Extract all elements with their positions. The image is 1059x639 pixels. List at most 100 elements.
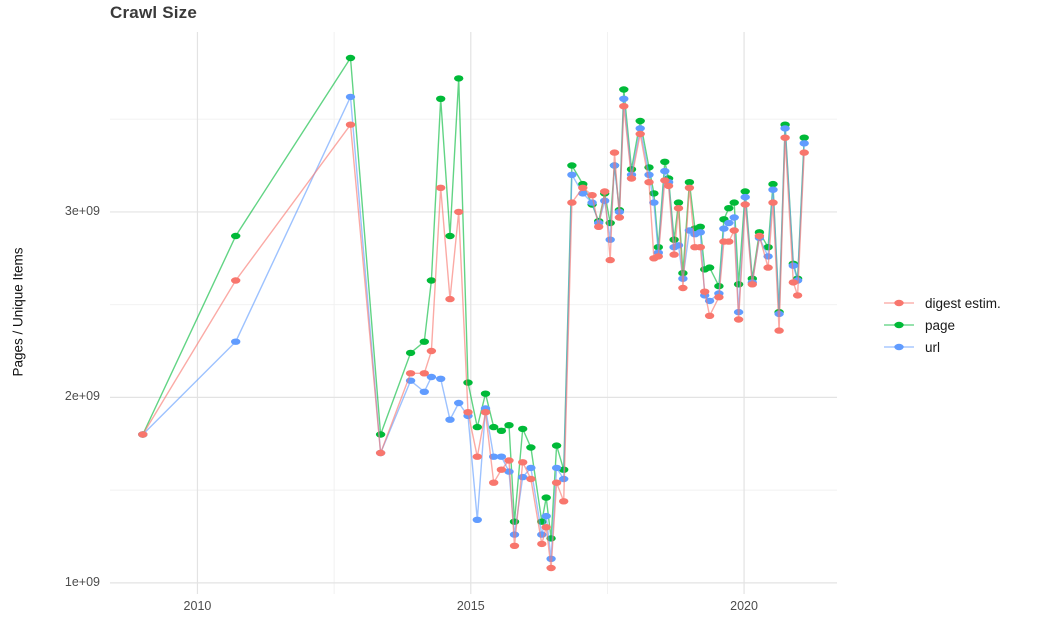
data-point xyxy=(518,425,528,433)
legend: digest estim. page url xyxy=(882,292,1001,358)
data-point xyxy=(754,232,765,240)
data-point xyxy=(480,409,491,416)
data-point xyxy=(619,103,629,110)
data-point xyxy=(644,179,654,186)
data-point xyxy=(700,288,710,295)
data-point xyxy=(644,171,654,178)
data-point xyxy=(635,125,645,132)
data-point xyxy=(504,422,514,429)
y-tick-label: 2e+09 xyxy=(64,389,100,404)
data-point xyxy=(684,184,695,191)
data-point xyxy=(445,295,455,303)
data-point xyxy=(463,379,473,386)
data-point xyxy=(673,199,684,206)
data-point xyxy=(747,281,757,288)
data-point xyxy=(472,516,482,523)
data-point xyxy=(541,524,551,531)
data-point xyxy=(426,347,437,355)
data-point xyxy=(526,475,536,483)
x-tick-label: 2015 xyxy=(456,599,485,613)
data-point xyxy=(496,466,507,473)
data-point xyxy=(635,130,645,138)
data-point xyxy=(714,294,724,301)
series-line-url xyxy=(142,94,805,559)
data-point xyxy=(724,219,734,227)
data-point xyxy=(231,338,241,345)
data-point xyxy=(600,188,610,195)
data-point xyxy=(669,251,679,258)
data-point xyxy=(774,327,784,334)
data-point xyxy=(663,182,674,190)
data-point xyxy=(509,531,520,538)
data-point xyxy=(619,86,629,93)
data-point xyxy=(454,208,464,216)
data-point xyxy=(138,431,148,438)
data-point xyxy=(489,423,499,431)
data-point xyxy=(780,134,790,141)
data-point xyxy=(541,494,551,501)
data-point xyxy=(426,373,437,381)
y-tick-label: 1e+09 xyxy=(64,574,100,589)
data-point xyxy=(660,177,670,184)
data-point xyxy=(496,427,507,434)
data-point xyxy=(619,95,629,103)
data-point xyxy=(472,423,482,431)
data-point xyxy=(695,229,705,236)
data-point xyxy=(729,199,739,206)
data-point xyxy=(719,225,729,232)
data-point xyxy=(551,464,562,472)
data-point xyxy=(231,232,241,240)
data-point xyxy=(567,199,577,206)
data-point xyxy=(799,149,809,156)
chart-title: Crawl Size xyxy=(110,3,198,22)
data-point xyxy=(768,180,778,188)
data-point xyxy=(463,409,473,416)
data-point xyxy=(729,227,739,234)
data-point xyxy=(541,512,551,520)
data-point xyxy=(518,459,528,466)
data-point xyxy=(551,442,562,449)
data-point xyxy=(405,370,416,377)
data-point xyxy=(780,125,790,132)
data-point xyxy=(504,457,514,464)
data-point xyxy=(704,312,715,319)
data-point xyxy=(678,284,688,292)
data-point xyxy=(445,232,455,240)
data-point xyxy=(695,223,705,230)
data-point xyxy=(480,390,491,397)
y-tick-label: 3e+09 xyxy=(64,203,100,218)
data-point xyxy=(626,175,637,182)
data-point xyxy=(526,444,536,451)
x-tick-label: 2020 xyxy=(730,599,758,613)
legend-item-digest-estim-: digest estim. xyxy=(882,292,1001,314)
data-point xyxy=(546,564,556,572)
legend-key-marker xyxy=(884,343,914,351)
data-point xyxy=(567,171,577,178)
data-point xyxy=(768,199,778,206)
data-point xyxy=(614,214,625,221)
data-point xyxy=(504,468,514,475)
data-point xyxy=(419,370,429,377)
legend-label: page xyxy=(925,317,956,333)
data-point xyxy=(740,188,750,195)
data-point xyxy=(551,479,562,486)
data-point xyxy=(587,199,597,206)
data-point xyxy=(609,149,620,156)
data-point xyxy=(660,167,670,175)
data-point xyxy=(649,190,659,197)
data-point xyxy=(605,236,615,243)
data-point xyxy=(509,542,520,549)
data-point xyxy=(695,244,705,251)
legend-label: digest estim. xyxy=(925,295,1001,311)
series-line-digest-estim- xyxy=(142,106,805,569)
data-point xyxy=(799,140,809,147)
data-point xyxy=(375,449,386,457)
data-point xyxy=(684,179,695,186)
legend-key-marker xyxy=(884,299,914,307)
data-point xyxy=(567,162,577,169)
data-point xyxy=(405,349,416,357)
data-point xyxy=(587,192,597,199)
data-point xyxy=(678,269,688,277)
